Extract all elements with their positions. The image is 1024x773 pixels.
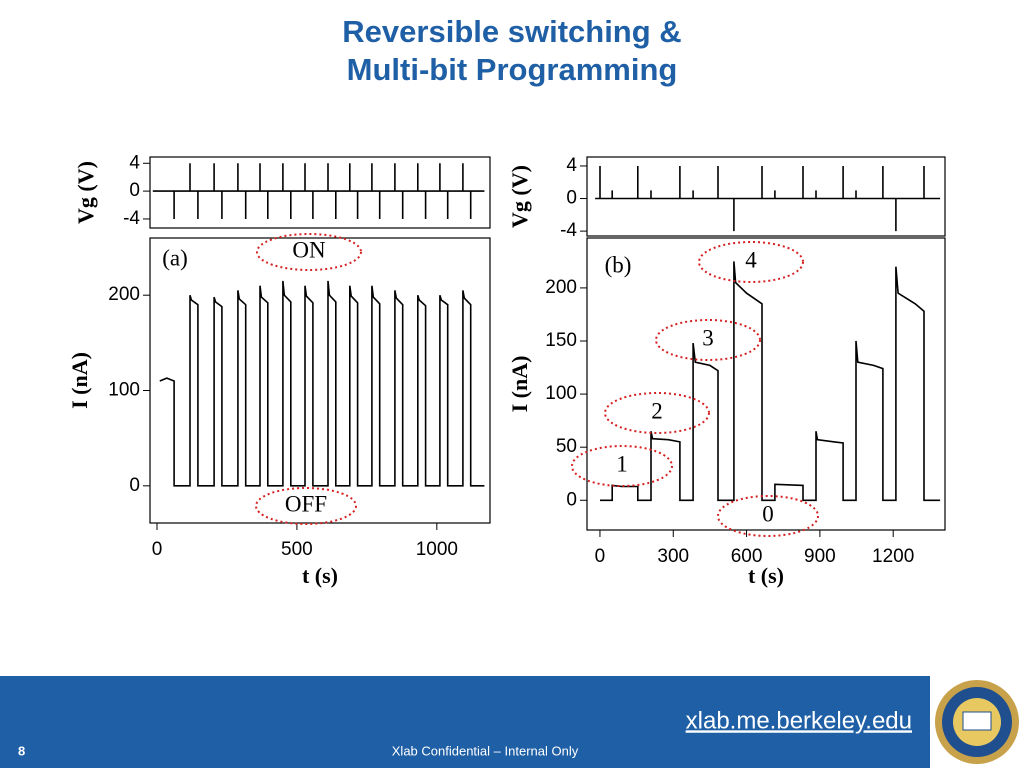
y-axis-label: Vg (V): [507, 165, 532, 228]
highlight-ellipse: [571, 445, 673, 487]
plot-frame: [586, 237, 946, 531]
data-line: [600, 261, 941, 502]
annotation: 1: [616, 451, 628, 476]
x-tick-label: 0: [595, 546, 606, 567]
y-tick-label: 0: [566, 489, 577, 510]
data-line: [595, 166, 941, 232]
highlight-ellipse: [698, 241, 804, 283]
annotation: ON: [292, 237, 326, 262]
page-number: 8: [18, 743, 25, 758]
y-tick-label: -4: [560, 220, 577, 241]
y-tick-label: 100: [545, 383, 577, 404]
url[interactable]: xlab.me.berkeley.edu: [686, 707, 912, 734]
plot-frame: [149, 156, 491, 229]
x-axis-label: t (s): [302, 563, 338, 588]
y-tick-label: 4: [129, 152, 140, 173]
data-line: [159, 280, 485, 487]
annotation: (b): [605, 252, 632, 277]
y-tick-label: 100: [108, 380, 140, 401]
highlight-ellipse: [255, 487, 357, 525]
x-tick-label: 600: [731, 546, 763, 567]
slide-title: Multi-bit Programming: [347, 52, 678, 87]
annotation: 0: [762, 501, 774, 526]
y-tick-label: 200: [545, 277, 577, 298]
footer-band: [0, 676, 1024, 768]
y-tick-label: 0: [129, 180, 140, 201]
y-tick-label: 0: [129, 475, 140, 496]
x-tick-label: 1000: [416, 539, 458, 560]
annotation: OFF: [285, 491, 327, 516]
data-line: [152, 163, 485, 219]
annotation: 2: [651, 398, 663, 423]
seal-book: [962, 711, 992, 731]
annotation: (a): [162, 245, 188, 270]
annotation: 4: [745, 247, 757, 272]
highlight-ellipse: [256, 233, 362, 271]
y-tick-label: -4: [123, 208, 140, 229]
footer-text: Xlab Confidential – Internal Only: [392, 743, 579, 758]
y-tick-label: 4: [566, 155, 577, 176]
y-tick-label: 50: [556, 436, 577, 457]
x-tick-label: 300: [657, 546, 689, 567]
y-tick-label: 0: [566, 188, 577, 209]
y-axis-label: I (nA): [507, 356, 532, 413]
y-axis-label: I (nA): [67, 352, 92, 409]
x-tick-label: 900: [804, 546, 836, 567]
plot-frame: [149, 237, 491, 524]
x-axis-label: t (s): [748, 563, 784, 588]
plot-frame: [586, 156, 946, 237]
highlight-ellipse: [717, 495, 819, 537]
highlight-ellipse: [655, 319, 761, 361]
x-tick-label: 0: [152, 539, 163, 560]
y-tick-label: 200: [108, 284, 140, 305]
slide-title: Reversible switching &: [342, 14, 681, 49]
annotation: 3: [702, 325, 714, 350]
y-axis-label: Vg (V): [73, 161, 98, 224]
x-tick-label: 1200: [872, 546, 914, 567]
y-tick-label: 150: [545, 330, 577, 351]
x-tick-label: 500: [281, 539, 313, 560]
highlight-ellipse: [604, 392, 710, 434]
